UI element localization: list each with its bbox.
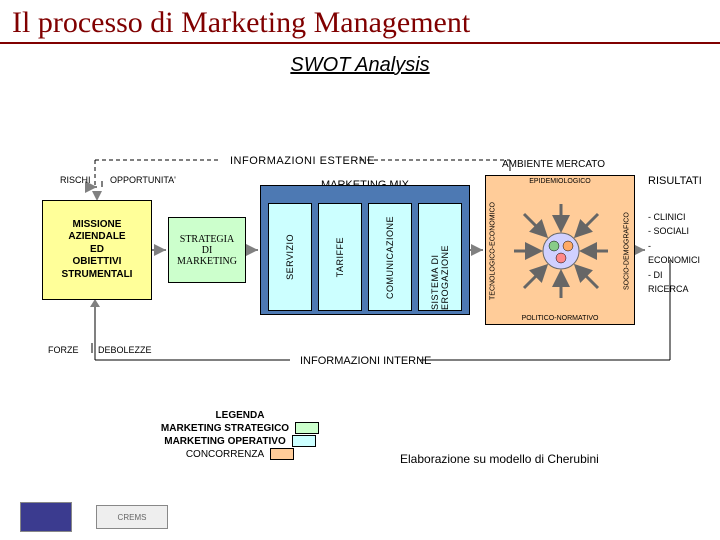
label-opportunita: OPPORTUNITA' [110,175,176,185]
pillar-comunicazione-text: COMUNICAZIONE [385,216,395,299]
swatch-concorrenza [270,448,294,460]
logo-crems: CREMS [96,505,168,529]
box-ambiente: EPIDEMIOLOGICO POLITICO-NORMATIVO TECNOL… [485,175,635,325]
mission-l3: ED [90,244,104,255]
env-right: SOCIO-DEMOGRAFICO [622,186,632,316]
legenda-row-strategico: MARKETING STRATEGICO [130,422,350,434]
env-left: TECNOLOGICO-ECONOMICO [488,186,498,316]
mission-l5: STRUMENTALI [62,269,133,280]
label-info-interne: INFORMAZIONI INTERNE [300,355,431,367]
risultati-clinici: CLINICI [648,210,700,224]
legenda-box: LEGENDA MARKETING STRATEGICO MARKETING O… [130,410,350,461]
pillar-comunicazione: COMUNICAZIONE [368,203,412,311]
mission-l1: MISSIONE [73,219,122,230]
pillar-tariffe-text: TARIFFE [335,237,345,277]
label-rischi: RISCHI [60,175,91,185]
pillar-sistema-text: SISTEMA DI EROGAZIONE [430,204,450,310]
label-forze: FORZE [48,345,79,355]
slide-subtitle: SWOT Analysis [0,54,720,77]
strategia-l3: MARKETING [177,256,237,267]
risultati-ricerca: DI RICERCA [648,268,700,297]
legenda-concorrenza-text: CONCORRENZA [186,449,264,460]
pillar-tariffe: TARIFFE [318,203,362,311]
env-bottom: POLITICO-NORMATIVO [486,315,634,322]
pillar-servizio: SERVIZIO [268,203,312,311]
box-strategia: STRATEGIA DI MARKETING [168,217,246,283]
box-missione: MISSIONE AZIENDALE ED OBIETTIVI STRUMENT… [42,200,152,300]
diagram-area: INFORMAZIONI ESTERNE RISCHI OPPORTUNITA'… [30,145,690,385]
env-top: EPIDEMIOLOGICO [486,178,634,185]
risultati-list: CLINICI SOCIALI ECONOMICI DI RICERCA [648,210,700,296]
mission-l4: OBIETTIVI [73,256,122,267]
swatch-operativo [292,435,316,447]
pillar-sistema: SISTEMA DI EROGAZIONE [418,203,462,311]
legenda-operativo-text: MARKETING OPERATIVO [164,436,285,447]
mission-text: MISSIONE AZIENDALE ED OBIETTIVI STRUMENT… [62,219,133,282]
env-arrows-icon [506,196,616,306]
mission-l2: AZIENDALE [68,231,125,242]
legenda-strategico-text: MARKETING STRATEGICO [161,423,289,434]
swatch-strategico [295,422,319,434]
footer-logos: CREMS [20,502,168,532]
pillars-row: SERVIZIO TARIFFE COMUNICAZIONE SISTEMA D… [268,203,462,311]
logo-carlo-cattaneo [20,502,72,532]
slide: Il processo di Marketing Management SWOT… [0,0,720,540]
elaborazione-text: Elaborazione su modello di Cherubini [400,452,599,466]
pillar-servizio-text: SERVIZIO [285,234,295,280]
legenda-row-concorrenza: CONCORRENZA [130,448,350,460]
legenda-row-operativo: MARKETING OPERATIVO [130,435,350,447]
label-ambiente-title: AMBIENTE MERCATO [502,159,605,170]
strategia-text: STRATEGIA DI MARKETING [177,234,237,267]
label-debolezze: DEBOLEZZE [98,345,152,355]
strategia-l2: DI [202,245,213,256]
strategia-l1: STRATEGIA [180,234,234,245]
slide-title: Il processo di Marketing Management [0,0,720,44]
label-info-esterne: INFORMAZIONI ESTERNE [230,155,375,167]
risultati-sociali: SOCIALI [648,224,700,238]
risultati-economici: ECONOMICI [648,239,700,268]
legenda-title: LEGENDA [216,410,265,421]
label-risultati: RISULTATI [648,175,702,187]
